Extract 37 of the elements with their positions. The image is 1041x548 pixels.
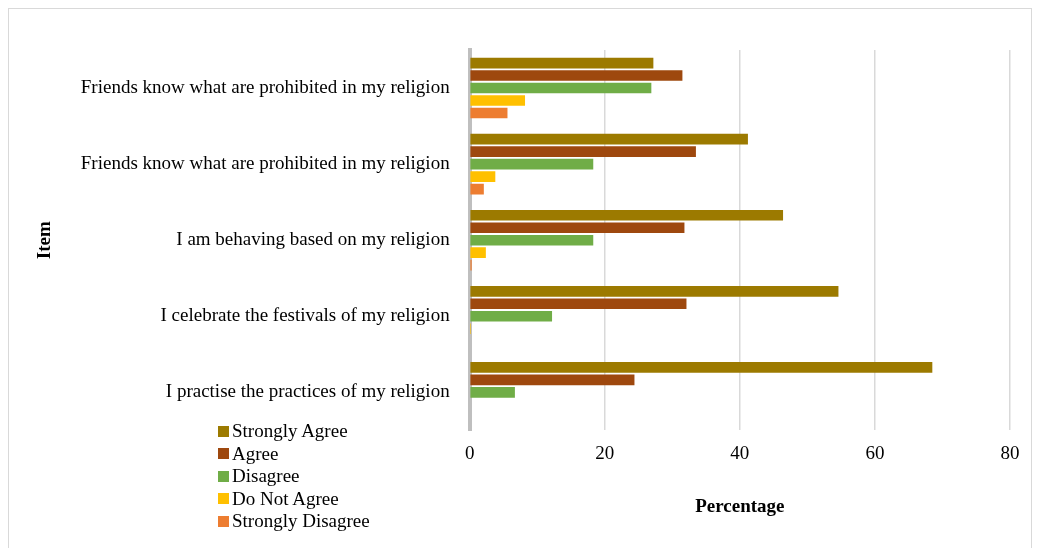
bar	[470, 158, 594, 170]
x-tick-label: 80	[1000, 441, 1020, 463]
x-tick-label: 40	[730, 441, 750, 463]
bar	[470, 234, 594, 246]
bar	[470, 107, 508, 119]
bar	[470, 298, 687, 310]
bar	[470, 362, 933, 373]
bar	[470, 222, 685, 234]
x-tick-label: 0	[464, 441, 475, 463]
y-tick-label: Friends know what are prohibited in my religion	[80, 152, 451, 174]
x-tick-label: 60	[865, 441, 885, 463]
bar	[470, 57, 654, 69]
bar	[470, 286, 839, 297]
bar	[470, 209, 784, 221]
legend-label: Strongly Disagree	[232, 510, 370, 533]
bar	[470, 82, 652, 94]
y-tick-label: I am behaving based on my religion	[176, 228, 451, 250]
y-axis-title: Item	[33, 221, 55, 260]
bar	[470, 95, 526, 106]
y-tick-label: I practise the practices of my religion	[165, 380, 451, 402]
bar	[470, 171, 496, 182]
bar	[470, 247, 486, 258]
bar	[470, 387, 515, 398]
legend-label: Agree	[232, 442, 279, 465]
bar	[470, 183, 484, 195]
legend-label: Strongly Agree	[232, 420, 348, 443]
bar	[470, 374, 635, 386]
legend-label: Disagree	[232, 465, 300, 488]
bar	[470, 310, 553, 322]
y-tick-label: Friends know what are prohibited in my religion	[80, 76, 451, 98]
bar	[470, 70, 683, 81]
x-tick-label: 20	[595, 441, 615, 463]
x-axis-title: Percentage	[695, 494, 785, 516]
bar	[470, 146, 696, 157]
y-tick-label: I celebrate the festivals of my religion	[160, 304, 451, 326]
legend-label: Do Not Agree	[232, 487, 339, 510]
bar	[470, 133, 748, 145]
